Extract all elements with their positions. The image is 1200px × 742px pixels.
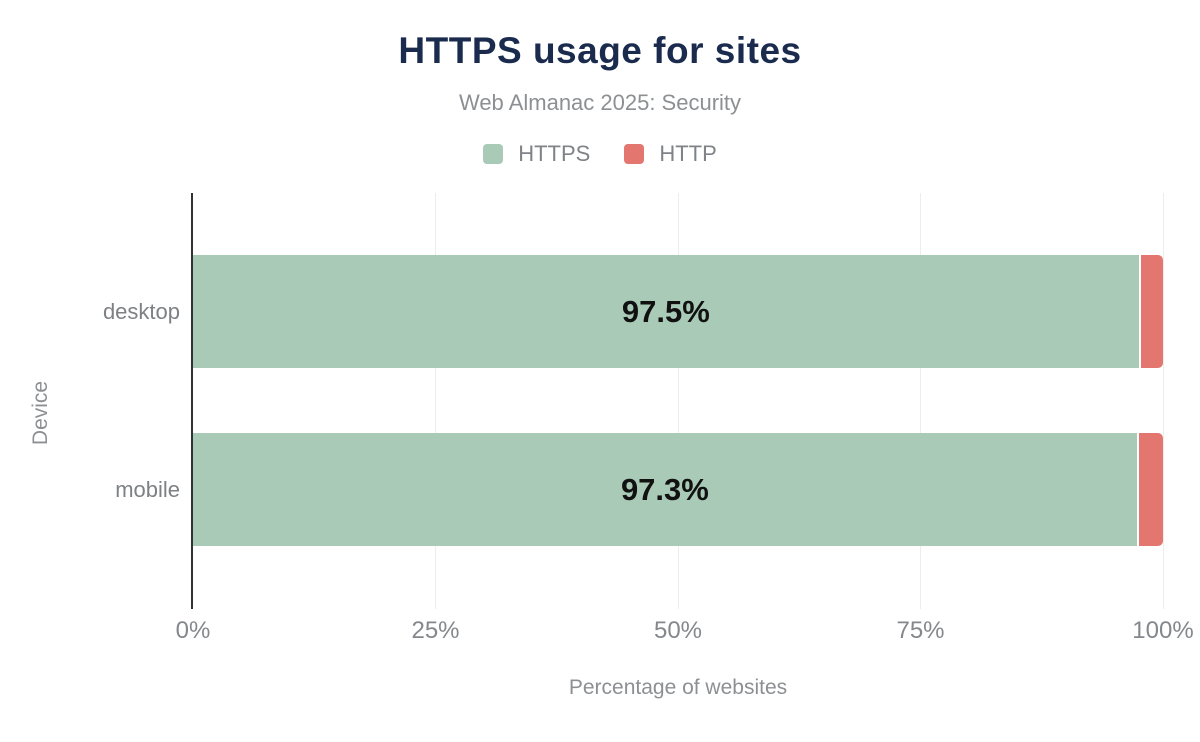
bar-row-mobile: 97.3% <box>193 433 1163 546</box>
y-axis-line <box>191 193 193 609</box>
bar-segment-https-mobile[interactable]: 97.3% <box>193 433 1137 546</box>
legend-label: HTTP <box>659 141 717 166</box>
category-label-desktop: desktop <box>102 298 180 324</box>
legend-swatch-http <box>624 144 645 164</box>
x-axis-title: Percentage of websites <box>568 676 788 699</box>
bar-segment-http-mobile[interactable] <box>1138 433 1163 546</box>
bar-value-label: 97.5% <box>621 293 710 329</box>
bar-segment-https-desktop[interactable]: 97.5% <box>193 255 1139 368</box>
chart-subtitle: Web Almanac 2025: Security <box>458 90 742 115</box>
x-tick-label: 75% <box>896 617 945 644</box>
gridline <box>677 193 679 609</box>
y-axis-title: Device <box>29 380 52 446</box>
bar-value-label: 97.3% <box>620 471 709 507</box>
gridline <box>435 193 436 609</box>
bar-row-desktop: 97.5% <box>193 255 1163 368</box>
x-tick-label: 50% <box>653 617 703 644</box>
legend-label: HTTPS <box>518 141 591 166</box>
gridline <box>920 193 921 609</box>
x-tick-label: 0% <box>175 617 211 644</box>
gridline <box>1162 193 1164 609</box>
bar-segment-http-desktop[interactable] <box>1140 255 1163 368</box>
plot-area: 0% 25% 50% 75% 100% 97.5% desktop 97.3% mobile <box>103 193 1194 644</box>
x-tick-label: 25% <box>411 617 460 644</box>
legend: HTTPS HTTP <box>0 141 1200 167</box>
category-label-mobile: mobile <box>115 476 180 502</box>
x-tick-label: 100% <box>1132 617 1194 644</box>
legend-item-https[interactable]: HTTPS <box>483 141 590 167</box>
legend-item-http[interactable]: HTTP <box>624 141 717 167</box>
legend-swatch-https <box>483 144 504 164</box>
chart-title: HTTPS usage for sites <box>398 30 802 71</box>
